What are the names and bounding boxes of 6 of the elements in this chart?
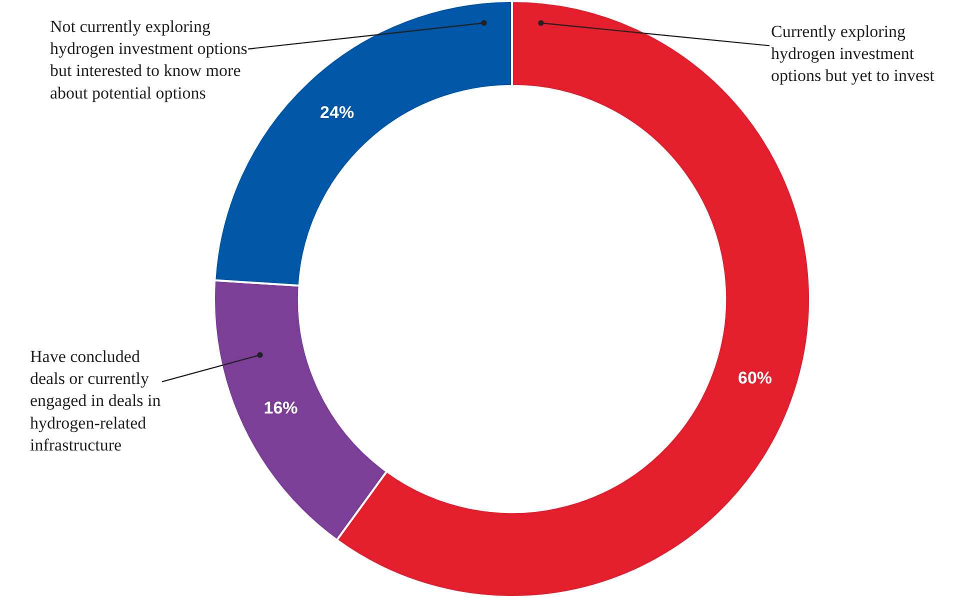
data-label: 60% [738,368,772,388]
slice-label: Not currently exploring hydrogen investment options but interested to know more about potential options [50,17,248,102]
data-label: 24% [320,103,354,122]
slice-label: Have concluded deals or currently engaged in deals in hydrogen-related infrastructure [30,347,162,454]
data-label: 16% [264,398,298,418]
slice-label: Currently exploring hydrogen investment options but yet to invest [771,22,935,86]
